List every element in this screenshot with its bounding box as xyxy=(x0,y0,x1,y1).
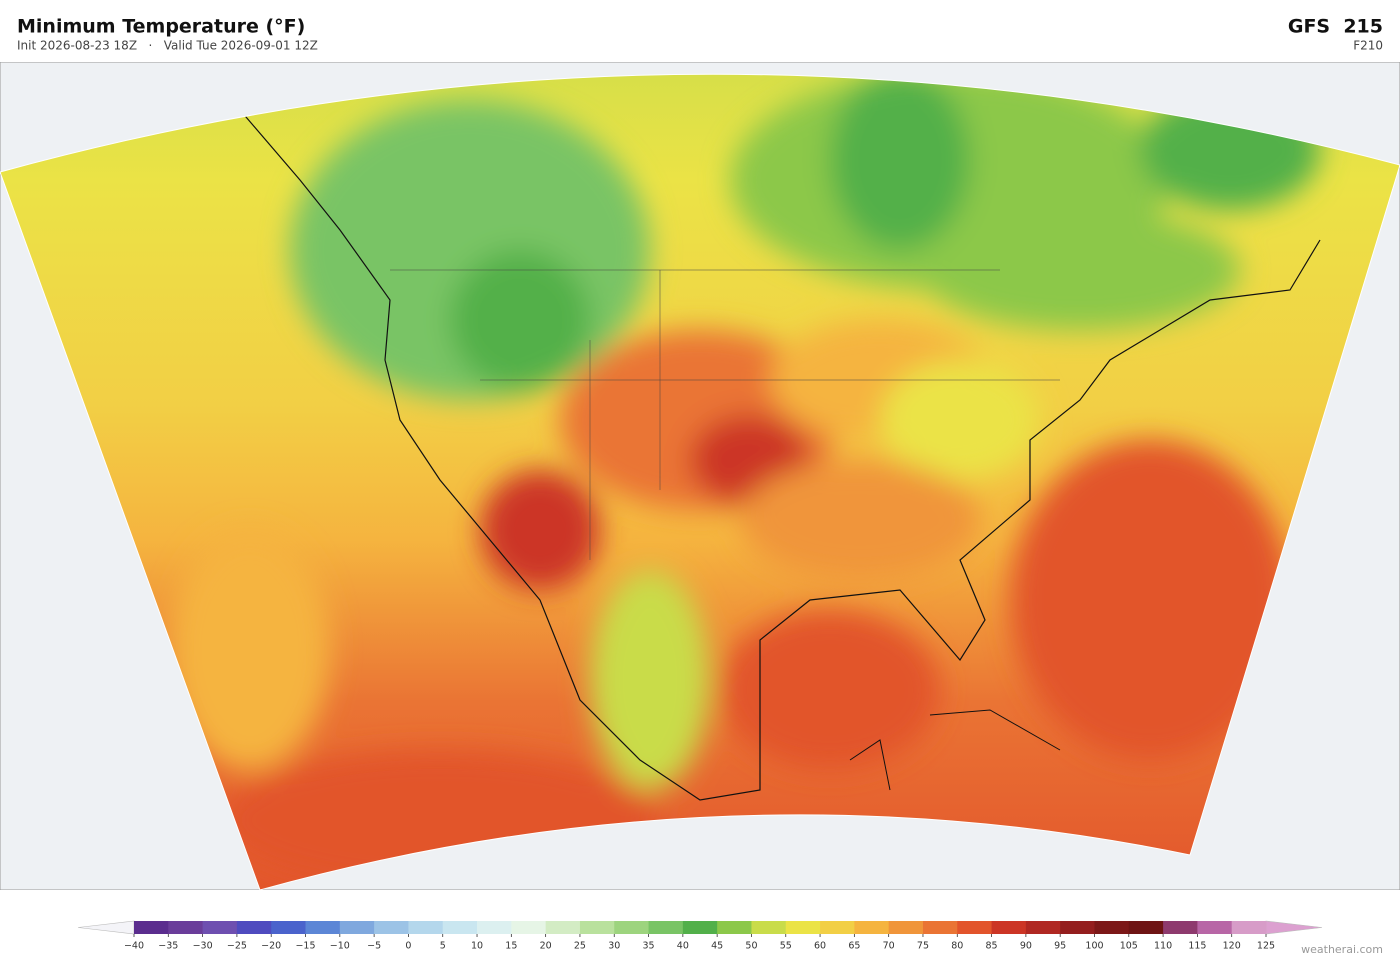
colorbar-over xyxy=(1265,920,1323,935)
colorbar-segment xyxy=(682,921,718,934)
colorbar-tick-label: 30 xyxy=(608,941,620,952)
colorbar-tick-label: 15 xyxy=(505,941,517,952)
colorbar-under xyxy=(77,920,135,935)
colorbar-tick-label: −15 xyxy=(295,941,315,952)
colorbar-tick-label: 40 xyxy=(677,941,689,952)
colorbar-tick-label: 110 xyxy=(1154,941,1172,952)
colorbar-tick-label: 70 xyxy=(883,941,895,952)
colorbar-tick-label: 80 xyxy=(951,941,963,952)
colorbar-segment xyxy=(442,921,478,934)
colorbar-segment xyxy=(991,921,1027,934)
colorbar-tick-label: −20 xyxy=(261,941,281,952)
colorbar-tick-label: −35 xyxy=(158,941,178,952)
colorbar-tick-label: 85 xyxy=(986,941,998,952)
forecast-hour: F210 xyxy=(1353,39,1383,53)
colorbar-tick-label: −5 xyxy=(367,941,381,952)
colorbar-tick-label: −30 xyxy=(193,941,213,952)
colorbar-segment xyxy=(820,921,855,934)
colorbar-segment xyxy=(1231,921,1267,934)
colorbar-segment xyxy=(854,921,890,934)
colorbar-segment xyxy=(236,921,272,934)
colorbar-segment xyxy=(408,921,444,934)
colorbar-segment xyxy=(922,921,958,934)
colorbar-tick-label: 45 xyxy=(711,941,723,952)
colorbar-segment xyxy=(579,921,615,934)
map xyxy=(0,62,1400,890)
title: Minimum Temperature (°F) xyxy=(17,16,305,38)
colorbar-tick-label: 120 xyxy=(1223,941,1241,952)
colorbar-tick-label: 25 xyxy=(574,941,586,952)
colorbar-segment xyxy=(202,921,238,934)
colorbar-segment xyxy=(1060,921,1095,934)
colorbar-segment xyxy=(785,921,821,934)
colorbar-tick-label: 5 xyxy=(440,941,446,952)
colorbar: −40 −35 −30 −25 −20 −15 −10 −5 0 5 10 15 20 25 30 35 40 4… xyxy=(77,920,1323,952)
colorbar-segment xyxy=(374,921,409,934)
colorbar-tick-label: 125 xyxy=(1257,941,1275,952)
colorbar-tick-label: 105 xyxy=(1120,941,1138,952)
colorbar-tick-label: 20 xyxy=(540,941,552,952)
colorbar-tick-label: 55 xyxy=(780,941,792,952)
colorbar-tick-label: 95 xyxy=(1054,941,1066,952)
colorbar-tick-label: 35 xyxy=(642,941,654,952)
colorbar-segment xyxy=(545,921,581,934)
colorbar-segment xyxy=(1197,921,1233,934)
colorbar-tick-label: −25 xyxy=(227,941,247,952)
colorbar-tick-label: −10 xyxy=(330,941,350,952)
colorbar-segment xyxy=(305,921,341,934)
colorbar-tick-label: 65 xyxy=(848,941,860,952)
subtitle: Init 2026-08-23 18Z · Valid Tue 2026-09-… xyxy=(17,39,318,53)
colorbar-segment xyxy=(957,921,992,934)
colorbar-tick-label: −40 xyxy=(124,941,144,952)
colorbar-segment xyxy=(477,921,512,934)
colorbar-segment xyxy=(1094,921,1130,934)
colorbar-tick-label: 60 xyxy=(814,941,826,952)
colorbar-segment xyxy=(1025,921,1061,934)
colorbar-tick-label: 115 xyxy=(1188,941,1206,952)
colorbar-segment xyxy=(648,921,684,934)
colorbar-tick-label: 0 xyxy=(405,941,411,952)
colorbar-segment xyxy=(751,921,787,934)
colorbar-segment xyxy=(271,921,306,934)
colorbar-tick-label: 90 xyxy=(1020,941,1032,952)
colorbar-segment xyxy=(614,921,649,934)
colorbar-segment xyxy=(717,921,752,934)
colorbar-segment xyxy=(134,921,169,934)
colorbar-tick-label: 50 xyxy=(745,941,757,952)
colorbar-tick-label: 10 xyxy=(471,941,483,952)
colorbar-segment xyxy=(511,921,547,934)
colorbar-segment xyxy=(168,921,204,934)
colorbar-tick-label: 75 xyxy=(917,941,929,952)
temperature-field xyxy=(0,74,1400,890)
colorbar-segment xyxy=(888,921,924,934)
colorbar-segment xyxy=(1163,921,1198,934)
watermark: weatherai.com xyxy=(1301,943,1383,956)
colorbar-segment xyxy=(1128,921,1164,934)
colorbar-segment xyxy=(339,921,375,934)
model: GFS 215 xyxy=(1288,16,1383,38)
colorbar-tick-label: 100 xyxy=(1085,941,1103,952)
